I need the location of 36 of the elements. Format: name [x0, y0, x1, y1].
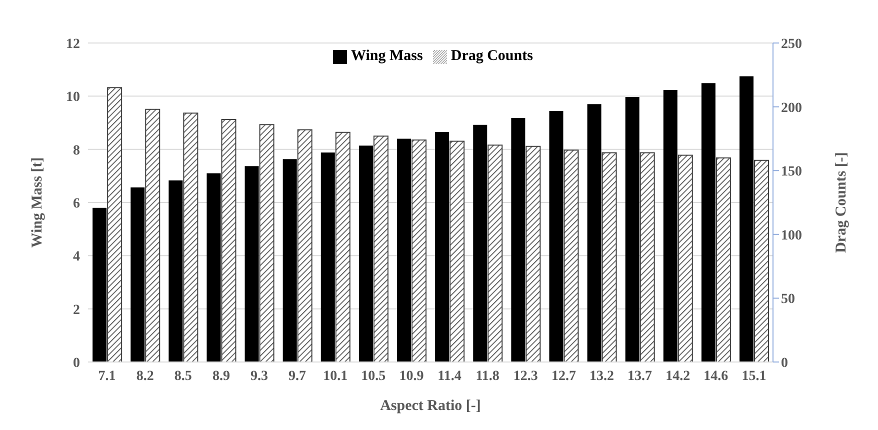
x-axis-title: Aspect Ratio [-] [380, 398, 481, 414]
y2-tick-label: 100 [781, 228, 802, 244]
x-tick-label: 8.9 [212, 368, 230, 384]
y2-tick-label: 50 [781, 292, 795, 308]
x-tick-label: 12.3 [513, 368, 538, 384]
y-tick-label: 0 [73, 356, 80, 371]
y-tick-label: 8 [73, 143, 80, 158]
x-tick-label: 13.2 [590, 368, 614, 384]
x-tick-label: 10.1 [323, 368, 348, 384]
x-tick-label: 8.2 [136, 368, 154, 384]
x-tick-label: 10.5 [361, 368, 386, 384]
x-tick-label: 14.6 [704, 368, 728, 384]
y2-tick-label: 0 [781, 356, 788, 371]
x-tick-label: 8.5 [174, 368, 192, 384]
x-tick-label: 14.2 [666, 368, 690, 384]
x-tick-label: 7.1 [98, 368, 116, 384]
y-axis-title: Wing Mass [t] [29, 157, 46, 248]
y2-axis-title: Drag Counts [-] [833, 152, 850, 253]
x-tick-label: 15.1 [742, 368, 766, 384]
y-tick-label: 10 [66, 90, 80, 106]
x-tick-label: 11.4 [438, 368, 462, 384]
y2-tick-label: 250 [781, 36, 802, 52]
y-tick-label: 4 [73, 250, 80, 265]
x-tick-label: 10.9 [399, 368, 424, 384]
y2-tick-label: 150 [781, 164, 802, 180]
y-tick-label: 6 [73, 196, 80, 212]
x-tick-label: 12.7 [551, 368, 576, 384]
legend-label: Wing Mass [351, 48, 423, 64]
y-tick-label: 2 [73, 302, 80, 318]
x-tick-label: 9.3 [250, 368, 268, 384]
y2-tick-label: 200 [781, 100, 802, 116]
x-tick-label: 9.7 [288, 368, 306, 384]
x-tick-label: 13.7 [628, 368, 652, 384]
y-tick-label: 12 [66, 36, 80, 52]
x-tick-label: 11.8 [476, 368, 500, 384]
legend-label: Drag Counts [450, 48, 533, 64]
